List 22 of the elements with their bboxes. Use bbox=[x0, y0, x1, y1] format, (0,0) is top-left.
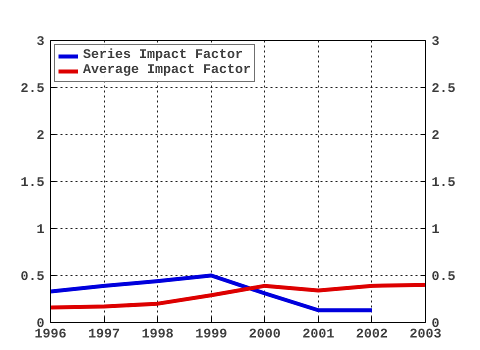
y-tick-label: 0.5 bbox=[20, 270, 45, 285]
y2-tick-label: 1 bbox=[432, 223, 440, 238]
line-series bbox=[50, 274, 374, 312]
y-tick-label: 3 bbox=[36, 35, 44, 50]
y2-tick-label: 1.5 bbox=[432, 176, 456, 191]
legend-label: Average Impact Factor bbox=[83, 63, 251, 78]
legend-label: Series Impact Factor bbox=[83, 48, 243, 63]
x-tick-label: 2001 bbox=[302, 328, 334, 342]
y2-tick-label: 3 bbox=[432, 35, 440, 50]
y-tick-label: 1.5 bbox=[20, 176, 45, 191]
x-tick-label: 1998 bbox=[142, 328, 174, 342]
y2-tick-label: 0.5 bbox=[432, 270, 456, 285]
y-tick-label: 1 bbox=[36, 223, 44, 238]
x-tick-label: 2002 bbox=[356, 328, 388, 342]
x-tick-label: 1997 bbox=[88, 328, 120, 342]
x-tick-label: 1999 bbox=[195, 328, 228, 342]
y2-tick-label: 2.5 bbox=[432, 82, 456, 97]
y2-tick-label: 2 bbox=[432, 129, 440, 144]
y-tick-label: 2.5 bbox=[20, 82, 45, 97]
line-series bbox=[50, 282, 426, 310]
y-tick-label: 2 bbox=[36, 129, 44, 144]
x-tick-label: 2000 bbox=[248, 328, 281, 342]
